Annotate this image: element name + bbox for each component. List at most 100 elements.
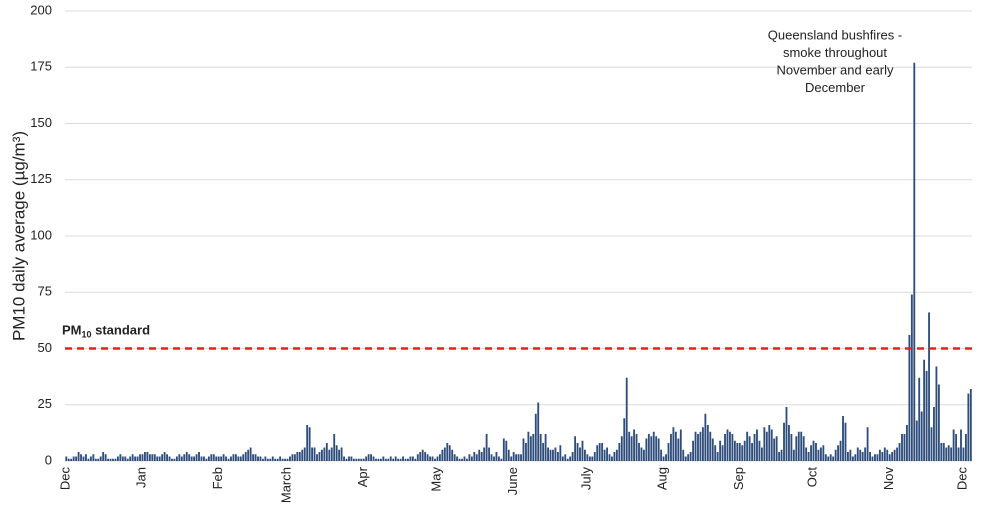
bar [276, 458, 279, 461]
bar [141, 454, 144, 461]
bar [876, 454, 879, 461]
bar [463, 456, 466, 461]
bar [716, 452, 719, 461]
bar [724, 434, 726, 461]
bar [920, 411, 923, 461]
bar [129, 456, 132, 461]
bar [864, 447, 867, 461]
bar [153, 454, 156, 461]
bar [847, 452, 849, 461]
bar [274, 458, 277, 461]
bar [903, 434, 906, 461]
bar [161, 454, 164, 461]
bar [382, 456, 385, 461]
y-tick-label: 150 [30, 115, 52, 130]
x-tick-label: Oct [805, 467, 820, 488]
bar [102, 452, 105, 461]
bar [699, 431, 702, 461]
bar [778, 452, 781, 461]
bar [571, 452, 574, 461]
bar [232, 454, 235, 461]
bar [701, 427, 704, 461]
bar [171, 458, 173, 461]
bar [743, 440, 746, 461]
bar [525, 443, 527, 461]
bar [389, 456, 392, 461]
bar [667, 443, 670, 461]
bar [726, 429, 729, 461]
bar [493, 456, 495, 461]
bar [697, 434, 699, 461]
bar [642, 449, 645, 461]
bar [967, 393, 970, 461]
bar [475, 454, 478, 461]
bar [119, 454, 122, 461]
bar [849, 449, 852, 461]
bar [928, 312, 930, 461]
bar [230, 456, 232, 461]
reference-label-sub: 10 [82, 330, 92, 340]
bar [655, 436, 658, 461]
bar [706, 425, 709, 461]
bar [810, 445, 812, 461]
bar [438, 454, 441, 461]
bar [915, 420, 918, 461]
bar [947, 445, 950, 461]
bar [630, 436, 633, 461]
bar [603, 449, 606, 461]
bar [372, 456, 375, 461]
bar [817, 449, 820, 461]
bar [365, 456, 368, 461]
bar [121, 456, 124, 461]
bar [242, 454, 245, 461]
bar [505, 440, 508, 461]
bar [623, 418, 626, 461]
bar [490, 454, 493, 461]
bar [92, 454, 95, 461]
bar [183, 454, 186, 461]
bar [824, 454, 827, 461]
bar [485, 434, 488, 461]
bar [768, 425, 771, 461]
bar [815, 443, 817, 461]
bar [748, 436, 751, 461]
bar [384, 458, 387, 461]
bar [357, 458, 360, 461]
bar [844, 422, 847, 461]
reference-label-main: PM [62, 323, 82, 338]
bar [67, 458, 70, 461]
bar [377, 458, 380, 461]
bar [443, 447, 446, 461]
bar [918, 377, 921, 461]
x-tick-label: June [505, 467, 520, 495]
bar [827, 456, 830, 461]
bar [80, 454, 82, 461]
bar [461, 458, 463, 461]
bar [348, 456, 350, 461]
bar [97, 458, 100, 461]
bar [247, 449, 250, 461]
bar [670, 434, 672, 461]
bar [554, 447, 557, 461]
bar [207, 456, 210, 461]
bar [416, 454, 419, 461]
bar [962, 447, 965, 461]
x-tick-label: July [579, 467, 594, 491]
bar [173, 458, 176, 461]
bar [286, 458, 289, 461]
bar [596, 445, 599, 461]
bar [281, 458, 284, 461]
bar [601, 443, 604, 461]
bar [746, 431, 749, 461]
bar [441, 449, 444, 461]
bar [788, 425, 790, 461]
bar [217, 456, 220, 461]
bar [569, 456, 572, 461]
bar [770, 429, 773, 461]
bar [328, 449, 331, 461]
bar [881, 452, 884, 461]
bar [891, 452, 894, 461]
bar [82, 456, 85, 461]
bar [714, 445, 717, 461]
bar [362, 458, 365, 461]
